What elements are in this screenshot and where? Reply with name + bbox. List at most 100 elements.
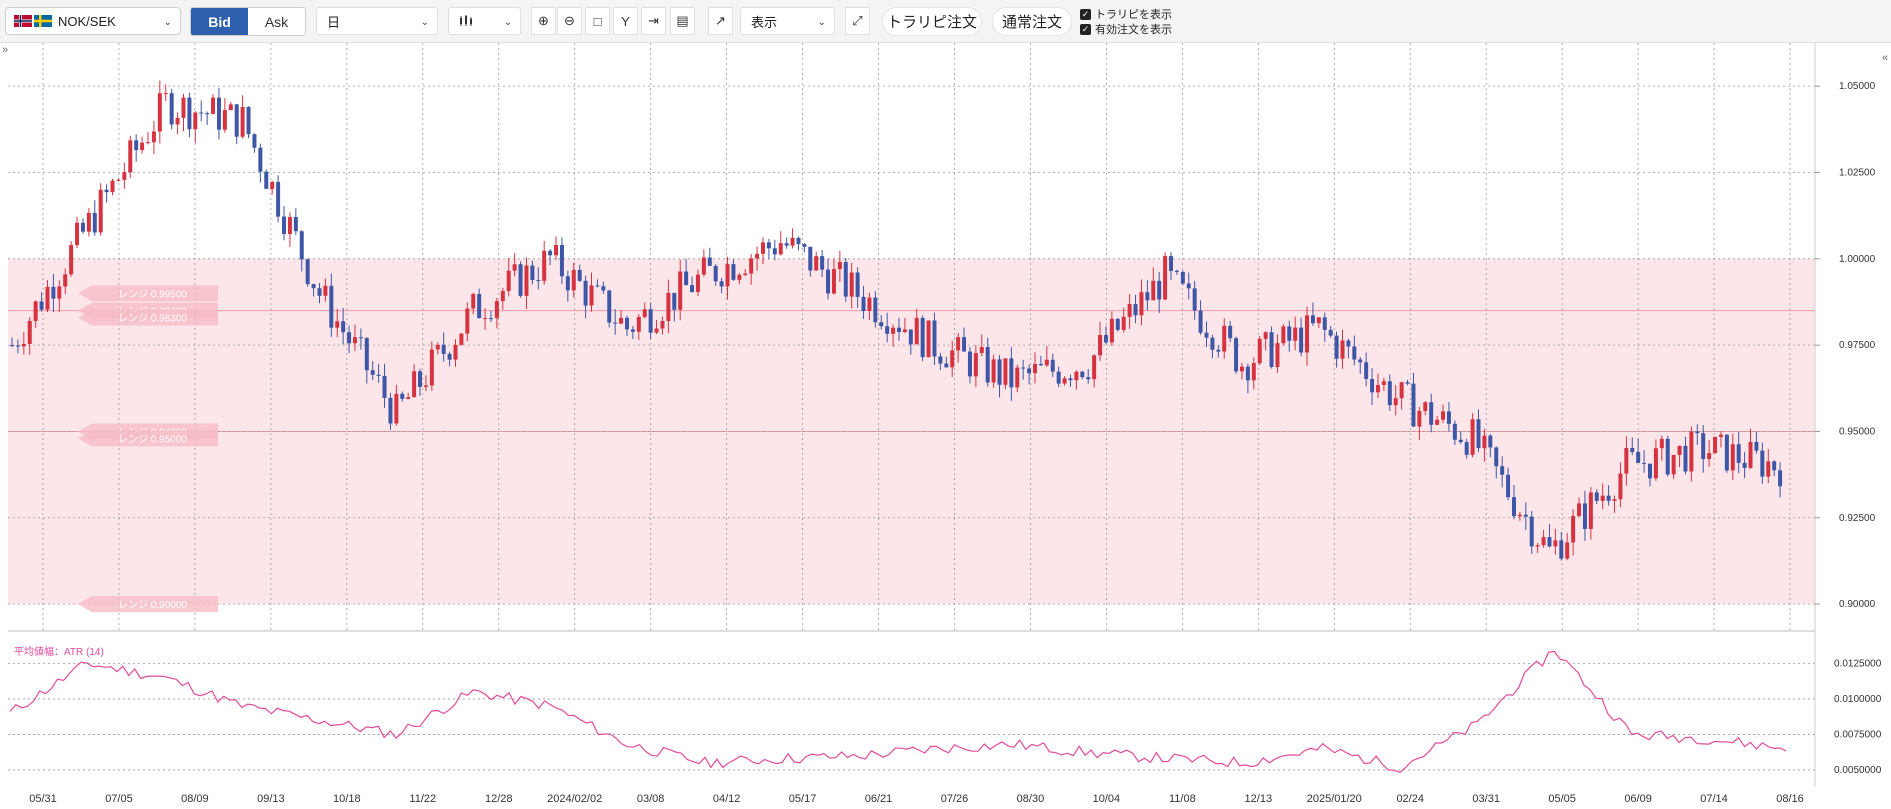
candle <box>1038 355 1043 366</box>
candle <box>766 238 771 260</box>
candle <box>725 256 730 300</box>
range-label[interactable]: レンジ 0.90000 <box>78 596 218 613</box>
candle <box>459 333 464 346</box>
candle-body <box>1050 359 1055 372</box>
candle-body <box>1086 377 1091 380</box>
candle <box>45 280 50 313</box>
candle-body <box>418 371 423 387</box>
candle-body <box>75 222 80 246</box>
candle <box>1352 335 1357 366</box>
candle-body <box>855 272 860 297</box>
candle <box>1299 317 1304 357</box>
candle <box>1381 377 1386 392</box>
candle-body <box>1476 419 1481 449</box>
candle-body <box>1506 474 1511 498</box>
candle <box>500 287 505 310</box>
candle-body <box>151 131 156 143</box>
candle <box>790 228 795 249</box>
candle-body <box>1594 492 1599 501</box>
range-label[interactable]: レンジ 0.95000 <box>78 430 218 447</box>
chart-type-select[interactable]: ⌄ <box>448 7 521 35</box>
candle-body <box>749 258 754 274</box>
candle-body <box>1139 292 1144 316</box>
candle <box>352 324 357 351</box>
candle-body <box>1157 280 1162 300</box>
range-label-text: レンジ 0.99500 <box>118 289 187 300</box>
candle <box>1724 434 1729 473</box>
y-axis-icon[interactable]: Y <box>613 7 638 35</box>
display-select[interactable]: 表示 ⌄ <box>740 7 835 35</box>
candle-body <box>252 134 257 148</box>
candle-body <box>1322 317 1327 330</box>
fullscreen-icon[interactable]: ⤢ <box>845 7 870 35</box>
bid-button[interactable]: Bid <box>191 8 248 35</box>
candle-body <box>1529 516 1534 547</box>
candle-body <box>820 256 825 270</box>
candle <box>1263 331 1268 351</box>
candle-body <box>1435 419 1440 425</box>
jump-to-latest-icon[interactable]: ⇥ <box>641 7 666 35</box>
candle <box>21 331 26 355</box>
candle <box>1322 312 1327 342</box>
candle <box>1517 511 1522 521</box>
fit-icon[interactable]: □ <box>585 7 610 35</box>
x-tick-label: 11/08 <box>1169 793 1196 805</box>
candle-body <box>565 276 570 291</box>
candle <box>630 326 635 340</box>
normal-order-button[interactable]: 通常注文 <box>992 7 1072 36</box>
candle <box>565 270 570 302</box>
candle-body <box>205 113 210 115</box>
candle <box>1245 363 1250 394</box>
candle <box>1529 510 1534 554</box>
candle-body <box>1624 447 1629 474</box>
collapse-left-icon[interactable]: » <box>2 44 9 56</box>
collapse-right-icon[interactable]: « <box>1882 52 1889 64</box>
candle <box>1411 372 1416 427</box>
zoom-in-icon[interactable]: ⊕ <box>531 7 556 35</box>
candle-body <box>317 288 322 296</box>
candle-body <box>796 237 801 245</box>
candle <box>335 308 340 338</box>
candle-body <box>140 142 145 151</box>
candle <box>276 175 281 223</box>
indicator-icon[interactable]: ↗ <box>708 7 733 35</box>
candle <box>524 257 529 310</box>
show-trap-checkbox[interactable]: ✓ トラリピを表示 <box>1080 6 1172 22</box>
range-label-text: レンジ 0.95000 <box>118 434 187 445</box>
range-label[interactable]: レンジ 0.98300 <box>78 309 218 326</box>
x-tick-label: 03/08 <box>637 793 665 805</box>
candle-body <box>1210 337 1215 350</box>
period-select[interactable]: 日 ⌄ <box>316 7 438 35</box>
ask-button[interactable]: Ask <box>248 8 305 35</box>
candle-body <box>228 104 233 111</box>
range-label[interactable]: レンジ 0.99500 <box>78 285 218 302</box>
trap-order-button[interactable]: トラリピ注文 <box>882 7 982 36</box>
candle-body <box>1393 398 1398 406</box>
candle <box>1766 449 1771 484</box>
candle <box>595 279 600 288</box>
candle-body <box>293 217 298 232</box>
candle <box>796 236 801 251</box>
symbol-select[interactable]: NOK/SEK ⌄ <box>5 7 181 35</box>
atr-tick-label: 0.0100000 <box>1834 694 1882 705</box>
candle <box>10 337 14 348</box>
zoom-out-icon[interactable]: ⊖ <box>557 7 582 35</box>
candle-body <box>660 321 665 329</box>
candle-body <box>814 256 819 271</box>
candle-body <box>1287 326 1292 341</box>
candle-body <box>1068 378 1073 381</box>
candle <box>1541 529 1546 548</box>
candle-body <box>1115 318 1120 330</box>
candle-body <box>973 353 978 377</box>
candle-body <box>1080 371 1085 378</box>
candle <box>1500 456 1505 488</box>
candle-body <box>341 321 346 333</box>
document-icon[interactable]: ▤ <box>670 7 695 35</box>
show-active-orders-checkbox[interactable]: ✓ 有効注文を表示 <box>1080 21 1172 37</box>
candle <box>1109 311 1114 346</box>
candle-body <box>1186 283 1191 289</box>
candle-body <box>1399 382 1404 399</box>
candle-body <box>1151 280 1156 301</box>
candle-body <box>1494 447 1499 467</box>
